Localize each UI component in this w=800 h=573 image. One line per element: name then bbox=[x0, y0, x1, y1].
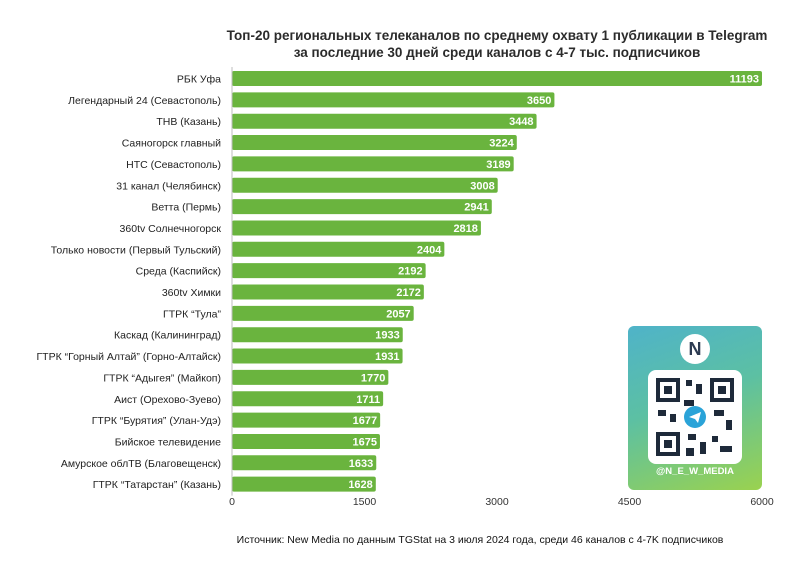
category-label: ГТРК “Тула” bbox=[163, 308, 221, 320]
data-label: 3448 bbox=[509, 116, 533, 128]
data-label: 3008 bbox=[470, 180, 494, 192]
qr-card[interactable]: N @N_E_W_MEDIA bbox=[628, 326, 762, 490]
category-label: 31 канал (Челябинск) bbox=[116, 180, 221, 192]
category-label: ТНВ (Казань) bbox=[156, 116, 221, 128]
data-label: 1677 bbox=[353, 415, 377, 427]
bar bbox=[232, 177, 498, 193]
category-label: НТС (Севастополь) bbox=[126, 159, 221, 171]
data-label: 1931 bbox=[375, 351, 399, 363]
category-label: Каскад (Калининград) bbox=[114, 330, 221, 342]
bar bbox=[232, 71, 762, 86]
x-tick-label: 0 bbox=[229, 496, 235, 508]
bar bbox=[232, 263, 426, 279]
data-label: 2818 bbox=[453, 223, 477, 235]
category-label: ГТРК “Татарстан” (Казань) bbox=[93, 479, 221, 491]
qr-code[interactable] bbox=[648, 370, 742, 464]
category-label: ГТРК “Бурятия” (Улан-Удэ) bbox=[92, 415, 221, 427]
data-label: 1628 bbox=[348, 479, 372, 491]
data-label: 11193 bbox=[730, 74, 759, 86]
category-label: РБК Уфа bbox=[177, 74, 221, 86]
chart-title: Топ-20 региональных телеканалов по средн… bbox=[227, 28, 768, 43]
bar bbox=[232, 156, 514, 172]
bar bbox=[232, 241, 445, 257]
category-label: Среда (Каспийск) bbox=[136, 266, 221, 278]
x-axis: 0 1500 3000 4500 6000 bbox=[229, 67, 774, 508]
x-tick-label: 6000 bbox=[750, 496, 774, 508]
category-label: Амурское облТВ (Благовещенск) bbox=[61, 458, 221, 470]
bar bbox=[232, 391, 384, 407]
chart-subtitle: за последние 30 дней среди каналов с 4-7… bbox=[294, 45, 701, 60]
data-label: 3650 bbox=[527, 95, 551, 107]
bar bbox=[232, 433, 380, 449]
x-tick-label: 1500 bbox=[353, 496, 377, 508]
data-label: 1633 bbox=[349, 458, 373, 470]
category-label: Аист (Орехово-Зуево) bbox=[114, 394, 221, 406]
bar bbox=[232, 455, 377, 471]
data-label: 3224 bbox=[489, 138, 514, 150]
bar bbox=[232, 113, 537, 129]
category-label: Саяногорск главный bbox=[122, 138, 221, 150]
x-tick-label: 3000 bbox=[485, 496, 509, 508]
data-label: 2404 bbox=[417, 244, 442, 256]
category-label: ГТРК “Горный Алтай” (Горно-Алтайск) bbox=[36, 351, 221, 363]
data-label: 1711 bbox=[356, 394, 380, 406]
data-label: 2057 bbox=[386, 308, 410, 320]
bar bbox=[232, 305, 414, 321]
bar bbox=[232, 284, 424, 300]
bar bbox=[232, 199, 492, 215]
bar bbox=[232, 476, 376, 492]
x-tick-label: 4500 bbox=[618, 496, 642, 508]
bar bbox=[232, 348, 403, 364]
bar bbox=[232, 92, 555, 108]
bar bbox=[232, 327, 403, 343]
logo-letter: N bbox=[688, 338, 702, 359]
new-media-logo: N bbox=[680, 334, 710, 364]
data-label: 1933 bbox=[375, 330, 399, 342]
channel-handle: @N_E_W_MEDIA bbox=[656, 466, 734, 477]
category-label: Только новости (Первый Тульский) bbox=[51, 244, 221, 256]
data-label: 3189 bbox=[486, 159, 510, 171]
bars-group: РБК Уфа 11193 Легендарный 24 (Севастополь)… bbox=[36, 71, 762, 492]
category-label: 360tv Химки bbox=[162, 287, 221, 299]
data-label: 1770 bbox=[361, 372, 385, 384]
bar bbox=[232, 369, 389, 385]
category-label: Ветта (Пермь) bbox=[151, 202, 221, 214]
data-label: 2192 bbox=[398, 266, 422, 278]
category-label: Бийское телевидение bbox=[115, 436, 221, 448]
category-label: Легендарный 24 (Севастополь) bbox=[68, 95, 221, 107]
category-label: ГТРК “Адыгея” (Майкоп) bbox=[103, 372, 221, 384]
data-label: 2941 bbox=[464, 202, 488, 214]
data-label: 1675 bbox=[352, 436, 376, 448]
qr-code-icon bbox=[656, 378, 734, 456]
bar bbox=[232, 135, 517, 151]
data-label: 2172 bbox=[396, 287, 420, 299]
bar bbox=[232, 412, 381, 428]
category-label: 360tv Солнечногорск bbox=[120, 223, 222, 235]
source-note: Источник: New Media по данным TGStat на … bbox=[237, 534, 724, 546]
bar bbox=[232, 220, 481, 236]
